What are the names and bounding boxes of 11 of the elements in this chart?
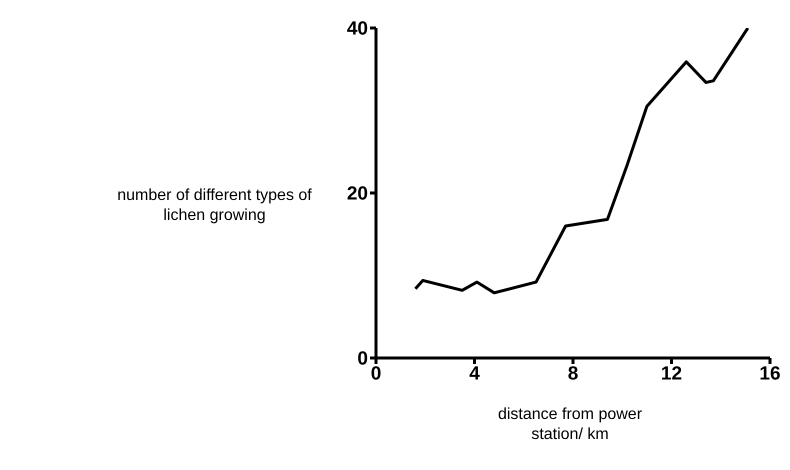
x-axis-title: distance from power station/ km (496, 405, 644, 445)
x-tick-label: 0 (370, 363, 382, 384)
y-axis-title: number of different types of lichen growing (116, 186, 313, 226)
y-tick-label: 40 (346, 18, 368, 40)
x-tick-label: 4 (469, 363, 480, 384)
y-tick-label: 0 (357, 348, 368, 370)
x-tick-label: 8 (568, 363, 578, 384)
x-tick-label: 16 (759, 363, 781, 384)
y-tick-label: 20 (346, 184, 368, 205)
x-tick-label: 12 (660, 363, 682, 384)
line-series (414, 28, 750, 294)
